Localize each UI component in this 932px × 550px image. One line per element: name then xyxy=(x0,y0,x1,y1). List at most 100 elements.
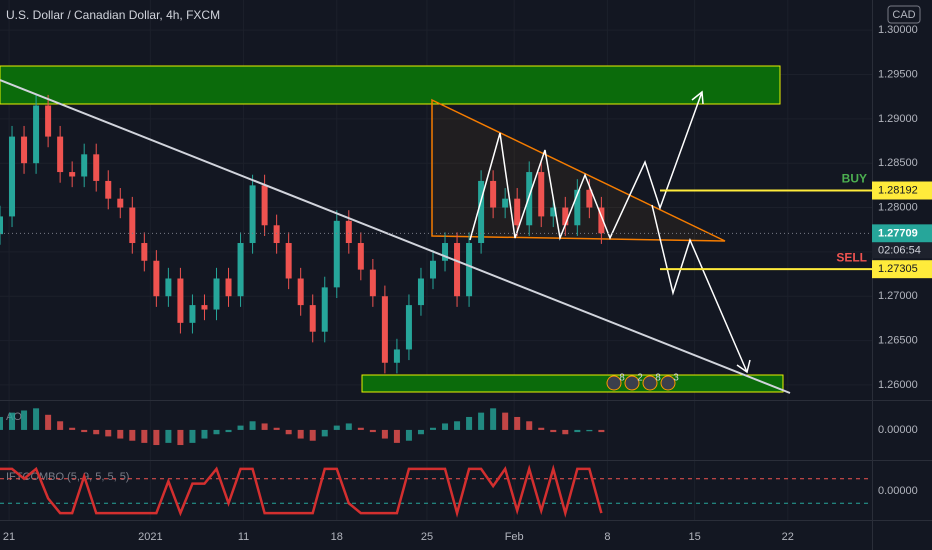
countdown: 02:06:54 xyxy=(878,244,921,256)
events: 8 2 8 3 xyxy=(606,373,679,391)
indicator-bar xyxy=(213,429,220,435)
indicator-bar xyxy=(69,427,76,430)
currency[interactable]: CAD xyxy=(892,9,915,21)
candle-body xyxy=(550,207,557,217)
candle-body xyxy=(93,154,100,181)
y-tick-label: 1.29000 xyxy=(878,113,918,125)
indicator-bar xyxy=(369,429,376,433)
indicator-bar xyxy=(273,427,280,430)
event-label: 3 xyxy=(673,373,679,384)
indicator-bar xyxy=(393,429,400,443)
candle-body xyxy=(177,278,184,323)
candle-body xyxy=(393,349,400,363)
arrow-head xyxy=(736,359,751,374)
indicator-bar xyxy=(225,429,232,433)
axes: 21 2021 11 18 25 Feb 8 15 22 1.30000 1.29500 1.2900… xyxy=(0,24,932,543)
indicator-bar xyxy=(33,408,40,430)
candle-body xyxy=(261,185,268,226)
x-tick-label: 8 xyxy=(604,531,610,543)
candle-body xyxy=(237,243,244,297)
candle-body xyxy=(69,172,76,177)
indicator-bar xyxy=(526,421,533,430)
indicator-bar xyxy=(478,412,485,430)
indicator-bar xyxy=(249,421,256,430)
candle-body xyxy=(429,260,436,279)
indicator-bar xyxy=(129,429,136,441)
indicator-bar xyxy=(466,416,473,430)
indicator-bar xyxy=(141,429,148,443)
price-line-name: BUY xyxy=(842,172,867,186)
indicator-bar xyxy=(57,421,64,430)
candle-body xyxy=(345,220,352,244)
candle-body xyxy=(201,305,208,310)
candle-body xyxy=(562,207,569,226)
candle-body xyxy=(538,172,545,217)
candle-body xyxy=(129,207,136,244)
candle-body xyxy=(249,185,256,244)
indicator-bar xyxy=(550,429,557,433)
candle-body xyxy=(9,136,16,217)
candle-body xyxy=(466,243,473,297)
event-icon xyxy=(606,375,622,391)
candle-body xyxy=(405,305,412,350)
candle-body xyxy=(297,278,304,306)
x-tick-label: 18 xyxy=(331,531,343,543)
candle-body xyxy=(321,287,328,332)
price-line-name: SELL xyxy=(836,250,867,264)
indicator-bar xyxy=(201,429,208,439)
currency-box[interactable] xyxy=(887,5,921,24)
last-price-label: 1.27709 xyxy=(878,227,918,239)
price-line-box xyxy=(872,260,932,279)
indicator-bar xyxy=(285,429,292,435)
y-tick-label: 1.30000 xyxy=(878,24,918,36)
candle-body xyxy=(514,198,521,226)
projection-down xyxy=(651,204,748,373)
candle-body xyxy=(213,278,220,310)
x-tick-label: Feb xyxy=(505,531,524,543)
event-label: 2 xyxy=(637,373,643,384)
indicator-bar xyxy=(189,429,196,443)
indicator-bar xyxy=(381,429,388,439)
indicator-bar xyxy=(21,410,28,430)
candle-body xyxy=(598,207,605,234)
drawings-front xyxy=(0,79,791,394)
indicator-bar xyxy=(598,429,605,433)
candle-body xyxy=(502,198,509,208)
candle-body xyxy=(357,243,364,270)
indicator-bar xyxy=(562,429,569,435)
candle-body xyxy=(225,278,232,297)
indicator-bar xyxy=(297,429,304,439)
event-icon xyxy=(624,375,640,391)
y-tick-label: 1.27000 xyxy=(878,290,918,302)
x-tick-label: 2021 xyxy=(138,531,162,543)
last-price-box xyxy=(872,224,932,243)
candle-body xyxy=(189,305,196,323)
indicator-bar xyxy=(165,429,172,443)
y-tick-label: 1.26000 xyxy=(878,379,918,391)
candle-body xyxy=(333,220,340,288)
candle-body xyxy=(21,136,28,164)
indicator-bar xyxy=(357,427,364,430)
candle-body xyxy=(285,243,292,279)
indicator-line xyxy=(0,464,603,518)
y-tick-label: 1.29500 xyxy=(878,68,918,80)
candle-body xyxy=(165,278,172,297)
candle-body xyxy=(57,136,64,173)
candle-body xyxy=(454,243,461,297)
indicator-bar xyxy=(93,429,100,435)
y-tick-label: 0.00000 xyxy=(878,424,918,436)
indicator-bar xyxy=(502,412,509,430)
indicator-bar xyxy=(9,412,16,430)
candle-body xyxy=(526,172,533,226)
price-line-label: 1.28192 xyxy=(878,184,918,196)
candle-body xyxy=(141,243,148,261)
candle-body xyxy=(273,225,280,244)
candle-body xyxy=(45,105,52,137)
candle-body xyxy=(442,243,449,261)
event-icon xyxy=(642,375,658,391)
candle-body xyxy=(309,305,316,332)
indicator-bar xyxy=(45,414,52,430)
indicator-bar xyxy=(574,429,581,433)
